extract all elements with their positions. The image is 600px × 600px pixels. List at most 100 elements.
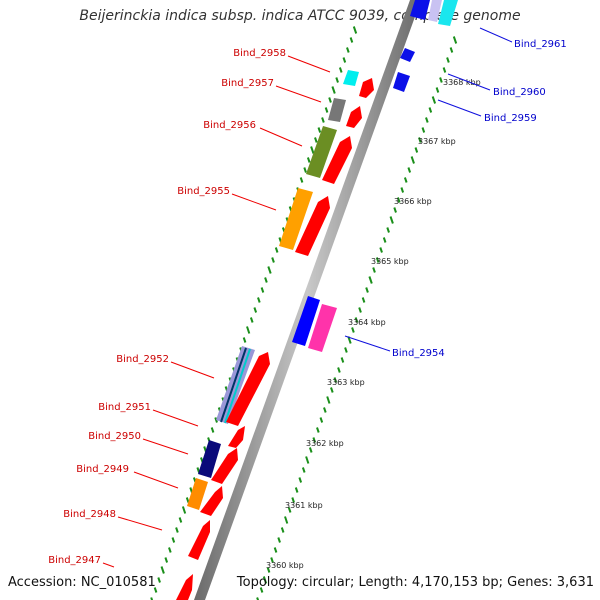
- tick-mark: [264, 277, 268, 283]
- tick-mark: [164, 557, 169, 563]
- tick-mark: [303, 167, 307, 173]
- tick-mark: [403, 177, 408, 183]
- tick-mark: [253, 307, 258, 313]
- gene-arrow-blue: [410, 0, 430, 20]
- tick-mark: [400, 187, 405, 193]
- gene-pink-2954: [308, 304, 337, 352]
- gene-red-2955: [295, 196, 330, 256]
- tick-mark: [210, 427, 215, 433]
- tick-label: 3363 kbp: [327, 378, 365, 387]
- gene-orange: [279, 188, 313, 250]
- tick-label: 3365 kbp: [371, 257, 409, 266]
- gene-arrow-cyan: [438, 0, 458, 26]
- tick-mark: [312, 437, 317, 443]
- gene-label-bind-2947: Bind_2947: [48, 555, 101, 566]
- tick-mark: [246, 326, 251, 334]
- tick-mark: [257, 297, 261, 303]
- tick-mark: [175, 527, 179, 533]
- gene-label-bind-2954: Bind_2954: [392, 348, 445, 359]
- tick-mark: [316, 427, 320, 433]
- tick-mark: [425, 117, 429, 123]
- tick-mark: [361, 297, 366, 303]
- tick-mark: [326, 396, 331, 404]
- gene-label-bind-2952: Bind_2952: [116, 354, 169, 365]
- gene-arrow-lavender: [428, 0, 442, 22]
- tick-mark: [274, 247, 279, 253]
- tick-mark: [260, 287, 265, 293]
- tick-mark: [340, 357, 345, 363]
- tick-mark: [431, 96, 437, 104]
- tick-mark: [389, 216, 394, 224]
- tick-mark: [273, 547, 278, 553]
- genome-summary: Topology: circular; Length: 4,170,153 bp…: [236, 575, 594, 590]
- tick-mark: [331, 86, 336, 94]
- tick-mark: [168, 547, 172, 553]
- gene-gray: [328, 98, 346, 122]
- gene-red-2948: [188, 520, 210, 560]
- tick-mark: [354, 317, 359, 323]
- tick-mark: [267, 266, 272, 274]
- tick-mark: [178, 517, 183, 523]
- tick-mark: [321, 117, 325, 123]
- tick-mark: [249, 317, 254, 323]
- tick-mark: [439, 77, 443, 83]
- tick-mark: [266, 567, 271, 573]
- tick-mark: [435, 87, 440, 93]
- tick-mark: [150, 597, 154, 600]
- tick-mark: [418, 137, 422, 143]
- gene-cyan: [343, 70, 359, 86]
- tick-mark: [382, 237, 387, 243]
- gene-red-2952: [226, 352, 270, 426]
- tick-label: 3364 kbp: [348, 318, 386, 327]
- tick-mark: [372, 267, 376, 273]
- tick-mark: [452, 36, 458, 44]
- gene-label-bind-2950: Bind_2950: [88, 431, 141, 442]
- gene-red-2951: [228, 426, 245, 448]
- tick-mark: [449, 47, 454, 53]
- gene-olive: [306, 126, 337, 178]
- tick-mark: [375, 257, 380, 263]
- tick-mark: [271, 257, 275, 263]
- gene-red-2957: [346, 106, 362, 128]
- gene-label-bind-2957: Bind_2957: [221, 78, 274, 89]
- tick-mark: [160, 566, 165, 574]
- tick-mark: [270, 557, 274, 563]
- tick-mark: [308, 447, 313, 453]
- gene-red-2958: [359, 78, 374, 98]
- tick-mark: [262, 576, 268, 584]
- gene-orange-2949: [187, 478, 208, 510]
- gene-blue-2954: [292, 296, 320, 346]
- tick-mark: [259, 587, 264, 593]
- tick-label: 3366 kbp: [394, 197, 432, 206]
- tick-mark: [344, 347, 348, 353]
- tick-mark: [291, 497, 295, 503]
- tick-mark: [287, 507, 292, 513]
- tick-mark: [351, 327, 355, 333]
- tick-label: 3367 kbp: [418, 137, 456, 146]
- tick-mark: [181, 506, 187, 514]
- tick-mark: [310, 146, 315, 154]
- label-connectors: [102, 27, 513, 568]
- tick-mark: [358, 307, 362, 313]
- tick-mark: [323, 407, 327, 413]
- tick-mark: [410, 156, 415, 164]
- tick-mark: [330, 387, 334, 393]
- gene-label-bind-2949: Bind_2949: [76, 464, 129, 475]
- tick-mark: [153, 587, 158, 593]
- tick-mark: [317, 127, 322, 133]
- tick-mark: [328, 97, 332, 103]
- tick-mark: [393, 207, 397, 213]
- gene-label-bind-2956: Bind_2956: [203, 120, 256, 131]
- tick-mark: [157, 577, 161, 583]
- tick-mark: [446, 57, 450, 63]
- tick-mark: [365, 287, 369, 293]
- tick-mark: [442, 67, 447, 73]
- tick-label: 3362 kbp: [306, 439, 344, 448]
- tick-mark: [337, 367, 341, 373]
- tick-mark: [314, 137, 318, 143]
- tick-mark: [299, 177, 304, 183]
- tick-mark: [338, 67, 343, 73]
- tick-mark: [301, 467, 306, 473]
- tick-mark: [324, 107, 329, 113]
